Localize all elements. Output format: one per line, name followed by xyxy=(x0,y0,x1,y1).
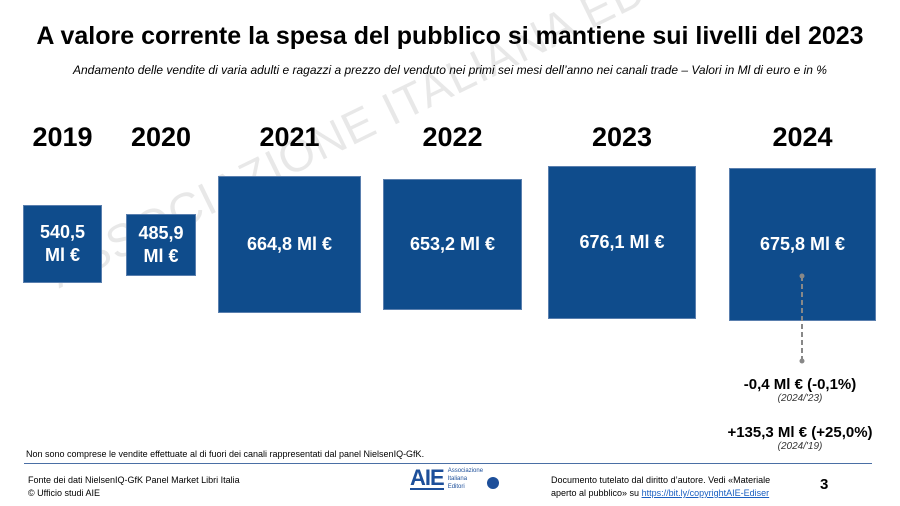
year-label: 2019 xyxy=(32,122,93,152)
data-label: 675,8 Ml € xyxy=(759,233,846,254)
bar-2020: 485,9 Ml € xyxy=(126,214,196,276)
bar-2024: 675,8 Ml € xyxy=(729,168,876,321)
divider xyxy=(24,463,872,464)
year-label: 2024 xyxy=(772,122,833,152)
source: Fonte dei dati NielsenIQ-GfK Panel Marke… xyxy=(28,474,240,500)
copyright-text: Documento tutelato dal diritto d’autore.… xyxy=(551,475,771,498)
year-label: 2022 xyxy=(422,122,483,152)
logo-seal-icon xyxy=(487,477,500,489)
year-label: 2021 xyxy=(259,122,320,152)
source-credit: © Ufficio studi AIE xyxy=(28,488,100,498)
data-label: 676,1 Ml € xyxy=(579,231,665,252)
source-line: Fonte dei dati NielsenIQ-GfK Panel Marke… xyxy=(28,475,240,485)
logo-sub: Editori xyxy=(447,484,465,490)
page-title: A valore corrente la spesa del pubblico … xyxy=(36,22,864,50)
logo-text: AIE xyxy=(410,465,445,490)
bar-2022: 653,2 Ml € xyxy=(383,179,522,310)
data-label: 540,5 Ml € xyxy=(39,221,86,265)
logo-sub: Associazione xyxy=(447,468,484,474)
delta-value: +135,3 Ml € (+25,0%) xyxy=(727,424,873,441)
data-label: 653,2 Ml € xyxy=(409,233,496,254)
data-label: 664,8 Ml € xyxy=(246,233,333,254)
year-label: 2020 xyxy=(130,122,192,152)
page-number: 3 xyxy=(820,476,829,493)
delta-period: (2024/'23) xyxy=(777,393,823,404)
logo-sub: Italiana xyxy=(447,476,468,482)
data-label: 485,9 Ml € xyxy=(138,222,184,266)
bar-2023: 676,1 Ml € xyxy=(548,166,696,319)
aie-logo: AIE Associazione Italiana Editori xyxy=(410,465,500,491)
copyright-link[interactable]: https://bit.ly/copyrightAIE-Ediser xyxy=(641,488,770,498)
bar-2019: 540,5 Ml € xyxy=(23,205,102,283)
footnote: Non sono comprese le vendite effettuate … xyxy=(26,449,425,459)
bar-2021: 664,8 Ml € xyxy=(218,176,361,313)
delta-arrow xyxy=(799,273,805,364)
page-subtitle: Andamento delle vendite di varia adulti … xyxy=(73,63,827,77)
delta-2024-vs-2019: +135,3 Ml € (+25,0%) (2024/'19) xyxy=(700,424,900,452)
copyright-notice: Documento tutelato dal diritto d’autore.… xyxy=(551,474,791,500)
year-label: 2023 xyxy=(591,122,653,152)
delta-period: (2024/'19) xyxy=(777,441,823,452)
delta-2024-vs-2023: -0,4 Ml € (-0,1%) (2024/'23) xyxy=(700,376,900,404)
delta-value: -0,4 Ml € (-0,1%) xyxy=(743,376,857,393)
